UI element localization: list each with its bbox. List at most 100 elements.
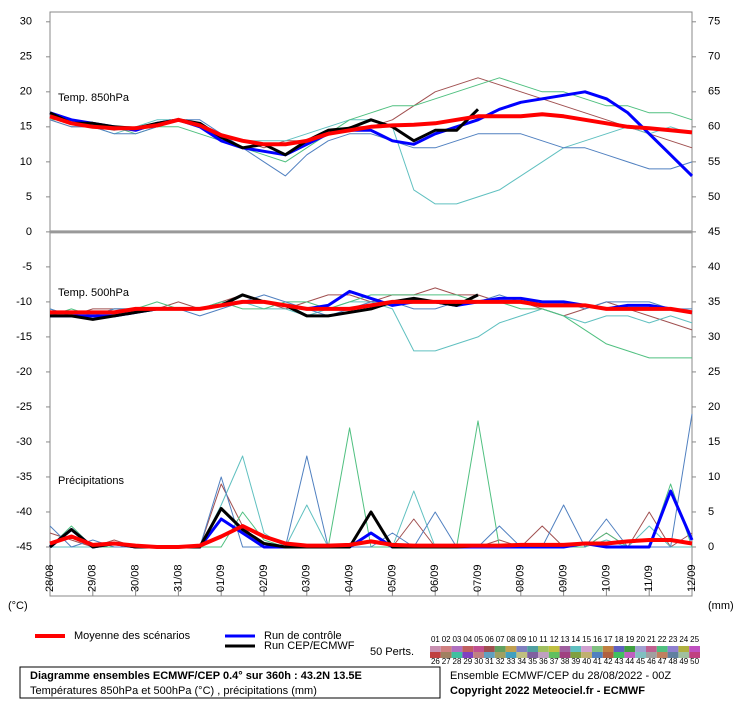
x-tick-label: 06/09 xyxy=(429,564,441,592)
member-label: 48 xyxy=(669,657,678,666)
y-tick-label: -10 xyxy=(16,296,32,308)
member-swatch xyxy=(678,646,690,652)
x-tick-label: 02/09 xyxy=(258,564,270,592)
member-label: 22 xyxy=(658,635,667,644)
y2-tick-label: 35 xyxy=(708,296,720,308)
y-unit: (°C) xyxy=(8,600,28,612)
member-label: 33 xyxy=(507,657,516,666)
member-swatch xyxy=(581,652,592,658)
member-label: 16 xyxy=(593,635,602,644)
y2-tick-label: 20 xyxy=(708,401,720,413)
member-swatch xyxy=(570,652,582,658)
member-label: 08 xyxy=(507,635,516,644)
member-swatch xyxy=(473,646,484,652)
member-swatch xyxy=(559,646,571,652)
member-label: 02 xyxy=(442,635,451,644)
member-label: 38 xyxy=(561,657,570,666)
y-tick-label: -40 xyxy=(16,506,32,518)
panel-label: Précipitations xyxy=(58,475,125,487)
panel-label: Temp. 500hPa xyxy=(58,287,130,299)
member-swatch xyxy=(656,652,668,658)
member-swatch xyxy=(451,646,463,652)
main-line xyxy=(50,299,693,315)
y2-tick-label: 50 xyxy=(708,191,720,203)
member-label: 06 xyxy=(485,635,494,644)
member-label: 43 xyxy=(615,657,624,666)
member-swatch xyxy=(646,646,657,652)
y-tick-label: 10 xyxy=(20,156,32,168)
member-label: 09 xyxy=(517,635,526,644)
x-tick-label: 29/08 xyxy=(87,564,99,592)
member-swatch xyxy=(548,652,560,658)
y2-tick-label: 15 xyxy=(708,436,720,448)
y-tick-label: -45 xyxy=(16,541,32,553)
member-swatch xyxy=(538,652,549,658)
y-tick-label: 25 xyxy=(20,51,32,63)
member-label: 14 xyxy=(571,635,580,644)
y-tick-label: -15 xyxy=(16,331,32,343)
footer-box xyxy=(19,666,441,699)
member-label: 01 xyxy=(431,635,440,644)
perturbations-label: 50 Perts. xyxy=(370,646,414,658)
member-label: 39 xyxy=(571,657,580,666)
member-label: 32 xyxy=(496,657,505,666)
member-label: 13 xyxy=(561,635,570,644)
member-label: 45 xyxy=(636,657,645,666)
y2-tick-label: 75 xyxy=(708,16,720,28)
member-label: 31 xyxy=(485,657,494,666)
member-label: 37 xyxy=(550,657,559,666)
member-swatch xyxy=(451,652,463,658)
x-tick-label: 12/09 xyxy=(686,564,698,592)
member-swatch xyxy=(613,652,625,658)
y2-tick-label: 30 xyxy=(708,331,720,343)
y2-tick-label: 65 xyxy=(708,86,720,98)
member-label: 35 xyxy=(528,657,537,666)
member-swatch xyxy=(462,646,474,652)
member-label: 18 xyxy=(615,635,624,644)
member-swatch xyxy=(559,652,571,658)
y2-unit: (mm) xyxy=(708,600,734,612)
member-swatch xyxy=(527,646,538,652)
member-label: 46 xyxy=(647,657,656,666)
member-label: 10 xyxy=(528,635,537,644)
member-label: 11 xyxy=(539,635,548,644)
footer-copyright: Copyright 2022 Meteociel.fr - ECMWF xyxy=(450,685,645,697)
member-swatch xyxy=(624,646,636,652)
member-swatch xyxy=(440,652,452,658)
member-swatch xyxy=(505,646,517,652)
member-swatch xyxy=(494,646,506,652)
member-label: 23 xyxy=(669,635,678,644)
member-label: 50 xyxy=(690,657,699,666)
member-label: 05 xyxy=(474,635,483,644)
member-label: 34 xyxy=(517,657,526,666)
member-swatch xyxy=(570,646,582,652)
x-tick-label: 31/08 xyxy=(172,564,184,592)
member-label: 47 xyxy=(658,657,667,666)
member-swatch xyxy=(635,646,646,652)
footer-subtitle: Températures 850hPa et 500hPa (°C) , pré… xyxy=(30,685,317,697)
member-swatch xyxy=(613,646,625,652)
member-label: 41 xyxy=(593,657,602,666)
y-tick-label: 15 xyxy=(20,121,32,133)
x-tick-label: 04/09 xyxy=(344,564,356,592)
footer-title: Diagramme ensembles ECMWF/CEP 0.4° sur 3… xyxy=(30,670,362,682)
member-swatch xyxy=(602,652,614,658)
y-tick-label: 5 xyxy=(26,191,32,203)
x-tick-label: 11/09 xyxy=(643,565,655,592)
member-swatch xyxy=(516,646,528,652)
member-label: 17 xyxy=(604,635,613,644)
member-swatch xyxy=(538,646,549,652)
member-swatch xyxy=(494,652,506,658)
member-label: 15 xyxy=(582,635,591,644)
member-swatch xyxy=(581,646,592,652)
member-swatch xyxy=(527,652,538,658)
member-label: 44 xyxy=(625,657,634,666)
member-label: 03 xyxy=(453,635,462,644)
member-swatch xyxy=(592,652,603,658)
legend-label: Moyenne des scénarios xyxy=(74,630,191,642)
y2-tick-label: 10 xyxy=(708,471,720,483)
member-label: 24 xyxy=(679,635,688,644)
member-swatch xyxy=(689,646,700,652)
x-tick-label: 10/09 xyxy=(600,564,612,592)
member-swatch xyxy=(635,652,646,658)
